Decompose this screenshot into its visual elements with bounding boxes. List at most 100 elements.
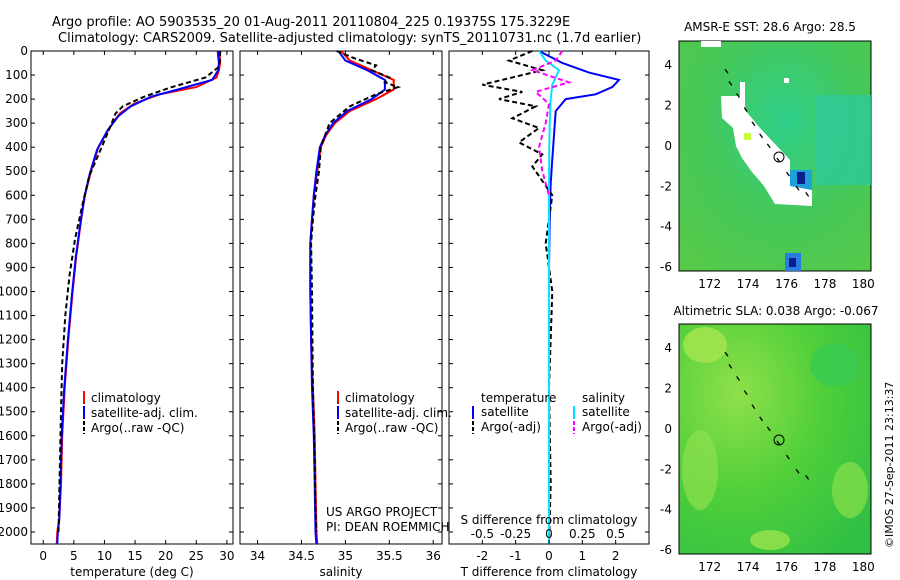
map-x-tick-label: 178 <box>813 560 836 574</box>
track-dash <box>751 121 756 127</box>
track-dash <box>743 390 748 395</box>
y-tick-label: 500 <box>5 164 28 178</box>
map-y-tick-label: 2 <box>664 382 672 396</box>
y-tick-label: 1500 <box>0 405 28 419</box>
y-tick-label: 800 <box>5 236 28 250</box>
x-tick-label: 0 <box>545 549 553 563</box>
y-tick-label: 0 <box>20 44 28 58</box>
map-y-tick-label: -6 <box>660 543 672 557</box>
y-tick-label: 900 <box>5 260 28 274</box>
header-line1: Argo profile: AO 5903535_20 01-Aug-2011 … <box>52 15 570 30</box>
x-tick-label: 1 <box>579 549 587 563</box>
y-tick-label: 1900 <box>0 501 28 515</box>
x-tick-label: 36 <box>426 549 441 563</box>
series-line <box>57 51 222 533</box>
map-x-tick-label: 180 <box>852 560 875 574</box>
difference-xlabel: T difference from climatology <box>460 565 638 579</box>
track-dash <box>795 468 800 474</box>
map-y-tick-label: -2 <box>660 462 672 476</box>
temperature-xlabel: temperature (deg C) <box>70 565 193 579</box>
track-dash <box>728 363 733 369</box>
series-line <box>538 50 561 544</box>
y-tick-label: 1000 <box>0 284 28 298</box>
temperature-legend: climatology satellite-adj. clim. Argo(..… <box>83 391 198 435</box>
x-tick-label: 35.5 <box>376 549 403 563</box>
difference-legend: temperature satellite Argo(-adj) salinit… <box>472 391 642 434</box>
track-dash <box>766 143 771 149</box>
legend-argo-label: Argo(..raw -QC) <box>345 421 438 435</box>
x-tick-label: 35 <box>338 549 353 563</box>
x-tick-label: 30 <box>219 549 234 563</box>
y-tick-label: 200 <box>5 92 28 106</box>
header-line2: Climatology: CARS2009. Satellite-adjuste… <box>58 31 641 46</box>
track-dash <box>743 107 748 112</box>
map-x-tick-label: 174 <box>737 560 760 574</box>
track-dash <box>724 351 729 357</box>
y-tick-label: 2000 <box>0 525 28 539</box>
sla-map-blob <box>750 530 790 550</box>
sst-map-nodata <box>701 41 721 47</box>
sla-map-title: Altimetric SLA: 0.038 Argo: -0.067 <box>673 304 878 318</box>
track-dash <box>724 68 729 74</box>
legend-temperature-title: temperature <box>481 391 556 405</box>
x-tick-label: -2 <box>476 549 488 563</box>
legend-argo-s-label: Argo(-adj) <box>582 420 642 434</box>
legend-salinity-title: salinity <box>582 391 625 405</box>
y-tick-label: 1800 <box>0 477 28 491</box>
x-tick-label: 5 <box>70 549 78 563</box>
legend-clim-label: climatology <box>345 391 415 405</box>
sla-map-blob <box>682 430 718 510</box>
x-tick-label: 34.5 <box>288 549 315 563</box>
y-tick-label: 1400 <box>0 381 28 395</box>
difference-series <box>482 50 621 545</box>
map-y-tick-label: -4 <box>660 220 672 234</box>
legend-clim-label: climatology <box>91 391 161 405</box>
temperature-plot-frame <box>30 50 234 545</box>
legend-sat-label: satellite-adj. clim. <box>345 406 452 420</box>
salinity-plot-frame <box>239 50 443 545</box>
map-x-tick-label: 176 <box>775 560 798 574</box>
x-tick-label: 15 <box>127 549 142 563</box>
map-y-tick-label: 0 <box>664 139 672 153</box>
sst-map-patch <box>815 95 871 185</box>
track-dash <box>795 185 800 191</box>
map-y-tick-label: -6 <box>660 260 672 274</box>
sst-map-nodata <box>784 78 789 83</box>
sla-map-blob <box>683 327 727 363</box>
x-tick-label: -1 <box>510 549 522 563</box>
series-line <box>482 50 554 545</box>
x-tick-label-salinity: -0.25 <box>500 527 531 541</box>
salinity-xlabel: salinity <box>319 565 362 579</box>
y-tick-label: 1200 <box>0 333 28 347</box>
track-dash <box>785 171 790 177</box>
sst-argo-marker <box>773 151 785 163</box>
legend-argo-label: Argo(..raw -QC) <box>91 421 184 435</box>
y-tick-label: 700 <box>5 212 28 226</box>
sla-map <box>678 323 872 555</box>
y-tick-label: 600 <box>5 188 28 202</box>
track-dash <box>805 474 810 480</box>
track-dash <box>736 93 741 98</box>
sla-map-blob <box>810 343 860 387</box>
y-tick-label: 100 <box>5 68 28 82</box>
map-x-tick-label: 172 <box>698 277 721 291</box>
map-x-tick-label: 178 <box>813 277 836 291</box>
map-y-tick-label: 4 <box>664 58 672 72</box>
track-dash <box>805 191 810 197</box>
map-y-tick-label: 0 <box>664 422 672 436</box>
map-x-tick-label: 180 <box>852 277 875 291</box>
track-dash <box>728 80 733 86</box>
track-dash <box>776 157 781 163</box>
legend-sat-t-label: satellite <box>481 405 529 419</box>
project-annotation-line2: PI: DEAN ROEMMICH <box>326 520 449 534</box>
difference-xlabel-top: S difference from climatology <box>461 513 638 527</box>
imos-timestamp: ©IMOS 27-Sep-2011 23:13:37 <box>883 382 896 548</box>
y-tick-label: 1600 <box>0 429 28 443</box>
track-dash <box>736 376 741 381</box>
sst-map-patch <box>744 133 751 140</box>
sst-map-patch <box>797 172 805 184</box>
x-tick-label: 25 <box>189 549 204 563</box>
map-x-tick-label: 176 <box>775 277 798 291</box>
sst-map-title: AMSR-E SST: 28.6 Argo: 28.5 <box>684 20 856 34</box>
